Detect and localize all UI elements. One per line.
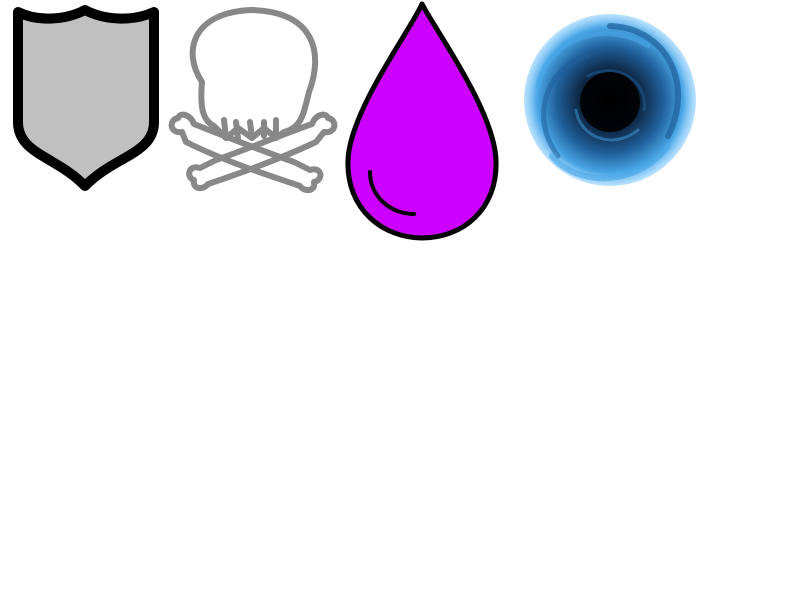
icon-row [0,0,800,260]
vortex-icon-graphic [524,14,696,186]
drop-icon[interactable] [342,0,506,246]
skull-crossbones-icon[interactable] [164,2,342,196]
vortex-core [580,72,640,132]
shield-icon[interactable] [8,4,164,196]
vortex-icon[interactable] [518,6,704,196]
drop-icon-graphic [345,1,499,241]
shield-icon-graphic [13,5,159,191]
drop-highlight [368,170,416,216]
skull-crossbones-icon-graphic [168,7,338,194]
